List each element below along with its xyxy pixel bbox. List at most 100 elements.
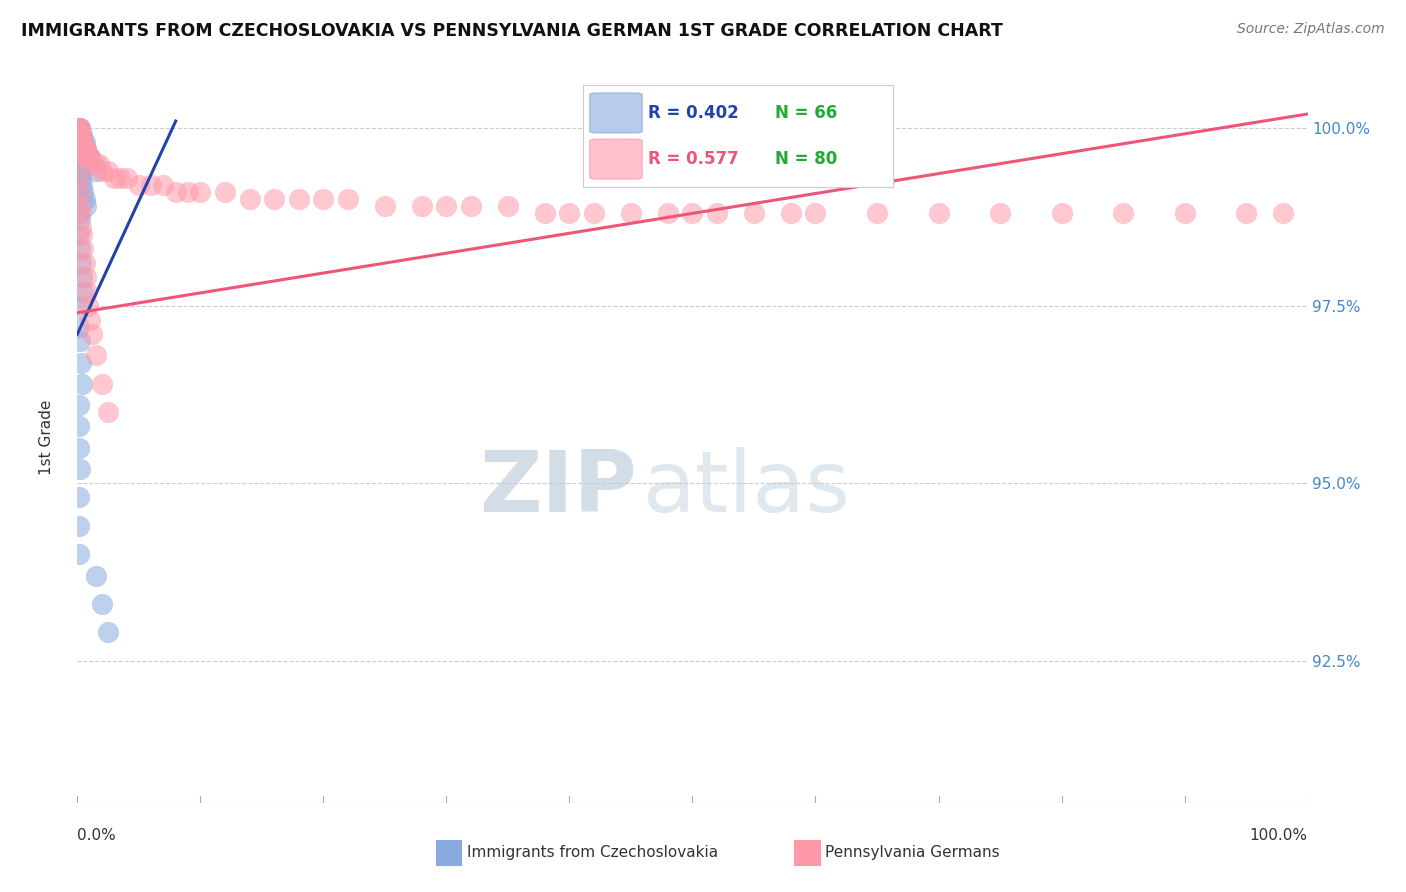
Point — [620, 206, 643, 220]
Point — [66, 136, 89, 150]
Point — [337, 192, 360, 206]
Point — [69, 242, 91, 256]
Point — [72, 150, 94, 164]
Point — [69, 121, 91, 136]
Point — [706, 206, 728, 220]
Point — [128, 178, 150, 192]
Point — [75, 143, 97, 157]
Point — [141, 178, 163, 192]
Point — [79, 150, 101, 164]
Point — [77, 299, 100, 313]
Point — [411, 199, 433, 213]
Point — [69, 143, 91, 157]
Point — [67, 143, 90, 157]
Point — [75, 143, 97, 157]
Point — [73, 143, 96, 157]
Point — [82, 327, 104, 342]
Point — [67, 519, 90, 533]
Point — [115, 170, 138, 185]
Text: N = 66: N = 66 — [775, 104, 838, 122]
Point — [73, 192, 96, 206]
FancyBboxPatch shape — [589, 139, 643, 179]
Point — [103, 170, 125, 185]
Point — [70, 128, 93, 143]
Point — [77, 150, 100, 164]
Point — [84, 348, 107, 362]
Point — [177, 185, 200, 199]
Point — [1174, 206, 1197, 220]
Point — [657, 206, 679, 220]
Point — [214, 185, 236, 199]
Point — [988, 206, 1011, 220]
Point — [66, 128, 89, 143]
Point — [69, 128, 91, 143]
Point — [90, 163, 114, 178]
Point — [66, 128, 89, 143]
Text: R = 0.577: R = 0.577 — [648, 150, 740, 168]
Point — [1234, 206, 1257, 220]
Point — [742, 206, 765, 220]
Point — [66, 121, 89, 136]
Point — [67, 121, 90, 136]
Point — [190, 185, 212, 199]
Point — [69, 128, 91, 143]
Point — [70, 150, 93, 164]
Point — [69, 121, 91, 136]
Point — [70, 128, 93, 143]
Point — [72, 242, 94, 256]
Point — [79, 150, 101, 164]
Point — [89, 156, 111, 170]
Point — [67, 150, 90, 164]
Point — [70, 355, 93, 369]
Point — [165, 185, 187, 199]
Text: IMMIGRANTS FROM CZECHOSLOVAKIA VS PENNSYLVANIA GERMAN 1ST GRADE CORRELATION CHAR: IMMIGRANTS FROM CZECHOSLOVAKIA VS PENNSY… — [21, 22, 1002, 40]
Point — [70, 136, 93, 150]
Point — [374, 199, 396, 213]
Point — [67, 419, 90, 434]
Point — [1112, 206, 1135, 220]
Point — [558, 206, 581, 220]
Point — [75, 270, 97, 285]
Point — [82, 156, 104, 170]
Point — [682, 206, 704, 220]
Point — [66, 121, 89, 136]
Point — [496, 199, 519, 213]
Point — [84, 156, 107, 170]
Point — [67, 128, 90, 143]
Point — [67, 121, 90, 136]
Point — [69, 143, 91, 157]
Point — [67, 143, 90, 157]
Point — [97, 163, 120, 178]
Text: Pennsylvania Germans: Pennsylvania Germans — [825, 846, 1000, 860]
Point — [1272, 206, 1295, 220]
Point — [67, 491, 90, 505]
Point — [67, 156, 90, 170]
Point — [460, 199, 482, 213]
Point — [70, 227, 93, 242]
Point — [66, 121, 89, 136]
Point — [70, 136, 93, 150]
Point — [780, 206, 803, 220]
Text: 1st Grade: 1st Grade — [39, 400, 53, 475]
Point — [76, 150, 98, 164]
Point — [69, 136, 91, 150]
Point — [110, 170, 132, 185]
Point — [1050, 206, 1073, 220]
Point — [288, 192, 311, 206]
Point — [69, 185, 91, 199]
Point — [72, 136, 94, 150]
Point — [67, 121, 90, 136]
Point — [67, 441, 90, 455]
Point — [69, 334, 91, 349]
Point — [82, 156, 104, 170]
Point — [70, 270, 93, 285]
Text: ZIP: ZIP — [479, 447, 637, 530]
Point — [90, 597, 114, 611]
Point — [70, 376, 93, 391]
Point — [70, 143, 93, 157]
Point — [70, 136, 93, 150]
Point — [67, 299, 90, 313]
Point — [67, 136, 90, 150]
Point — [312, 192, 335, 206]
Point — [67, 320, 90, 334]
